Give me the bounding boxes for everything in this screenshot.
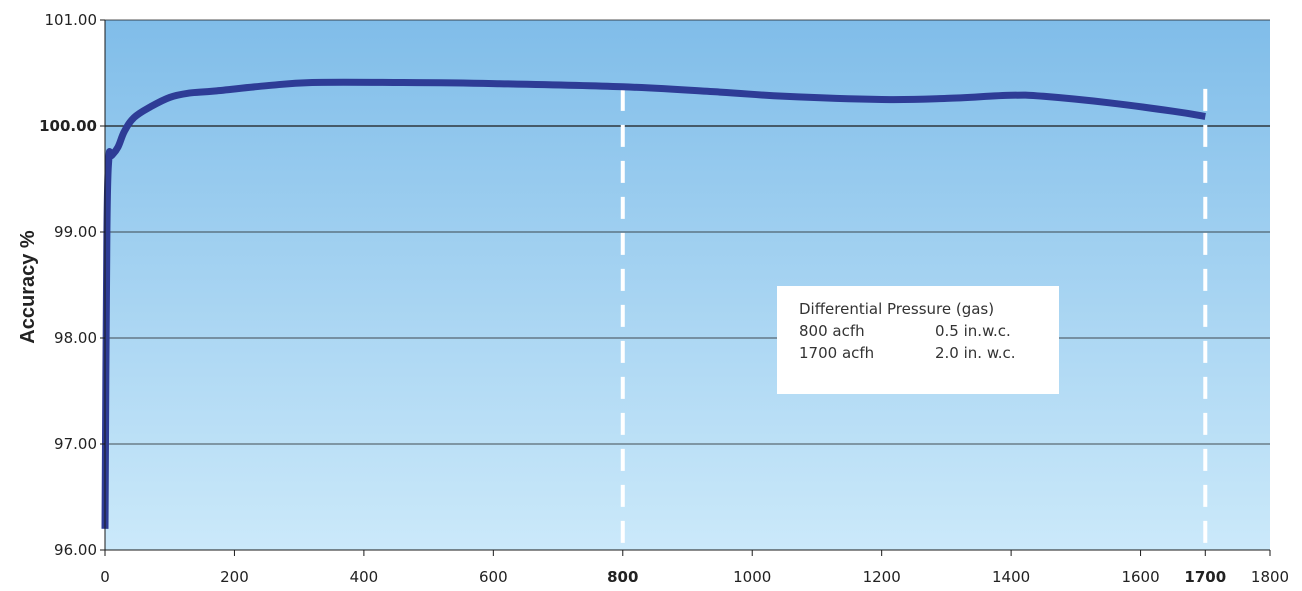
annotation-row: 800 acfh 0.5 in.w.c.: [799, 320, 1059, 342]
y-tick-label: 99.00: [54, 223, 97, 241]
x-tick-label: 1700: [1184, 568, 1226, 586]
annotation-title: Differential Pressure (gas): [799, 300, 995, 318]
reference-lines: [620, 88, 1208, 548]
y-tick-label: 98.00: [54, 329, 97, 347]
x-tick-label: 1200: [863, 568, 901, 586]
annotation-pressure: 2.0 in. w.c.: [935, 344, 1016, 362]
series-line: [101, 78, 1206, 529]
x-tick-label: 0: [100, 568, 110, 586]
y-tick-label: 100.00: [39, 117, 97, 135]
plot-background: [105, 20, 1270, 550]
y-axis-title: Accuracy %: [17, 230, 39, 344]
x-tick-label: 1600: [1121, 568, 1159, 586]
x-tick-label: 800: [607, 568, 638, 586]
y-tick-label: 97.00: [54, 435, 97, 453]
gridlines: [105, 19, 1270, 445]
axes: [100, 19, 1271, 556]
annotation-row: 1700 acfh 2.0 in. w.c.: [799, 342, 1059, 364]
y-tick-label: 101.00: [45, 11, 98, 29]
annotation-pressure: 0.5 in.w.c.: [935, 322, 1011, 340]
x-tick-label: 600: [479, 568, 508, 586]
x-tick-label: 1400: [992, 568, 1030, 586]
x-tick-label: 400: [350, 568, 379, 586]
annotation-box: Differential Pressure (gas) 800 acfh 0.5…: [777, 286, 1059, 394]
tick-labels: 96.00 97.00 98.00 99.00 100.00 101.00 0 200 400 6…: [39, 11, 1289, 586]
x-tick-label: 1000: [733, 568, 771, 586]
x-tick-label: 1800: [1251, 568, 1289, 586]
y-tick-label: 96.00: [54, 541, 97, 559]
x-tick-label: 200: [220, 568, 249, 586]
annotation-flow: 800 acfh: [799, 322, 865, 340]
series-layer: [101, 78, 1206, 529]
annotation-flow: 1700 acfh: [799, 344, 875, 362]
